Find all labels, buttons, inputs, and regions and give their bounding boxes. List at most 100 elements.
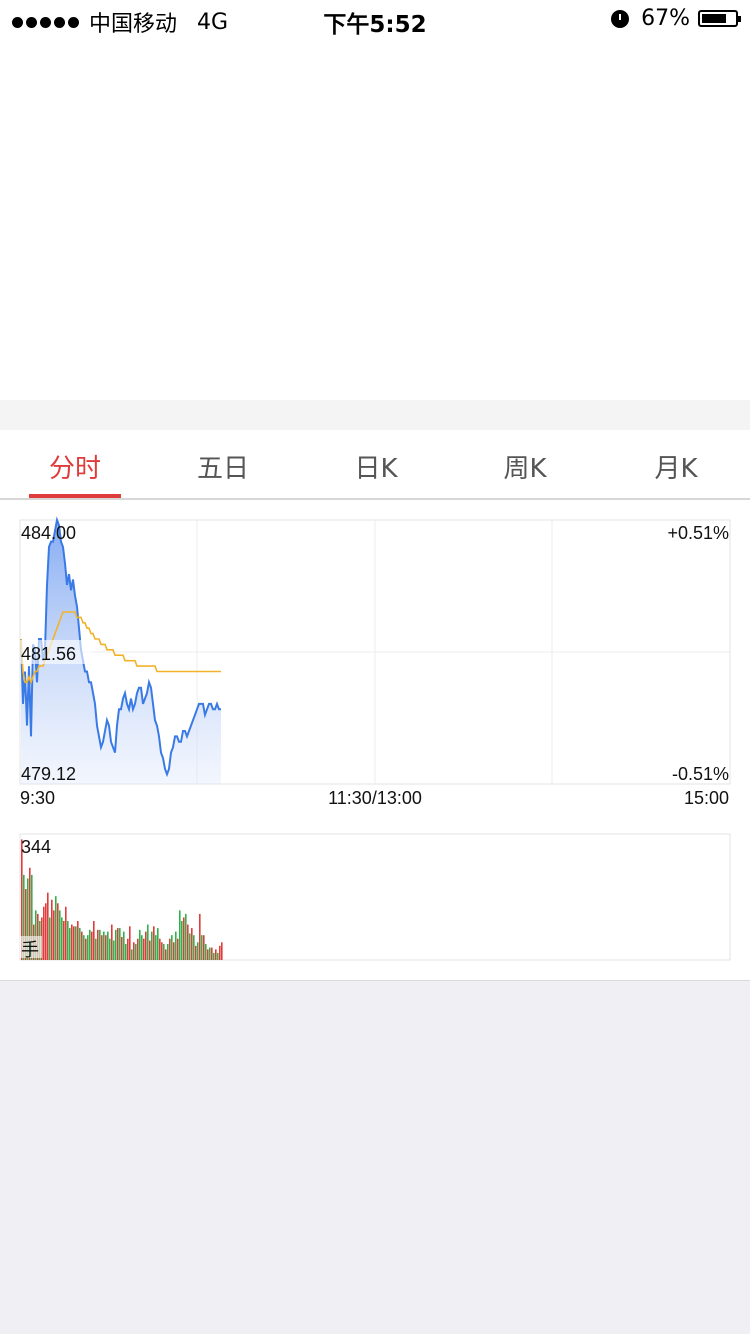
volume-bar [139,929,141,960]
volume-bar [129,926,131,960]
volume-bar [147,924,149,960]
blank-content-area [0,40,750,400]
section-divider [0,400,750,430]
status-bar: 中国移动 4G 下午5:52 67% [0,0,750,40]
tab-five-day[interactable]: 五日 [196,454,249,484]
volume-bar [193,935,195,960]
y-min-label: 479.12 [21,764,76,784]
network-type: 4G [197,9,229,35]
volume-bar [189,933,191,960]
status-right: 67% [611,6,741,31]
alarm-icon [611,9,630,28]
volume-bar [215,949,217,960]
volume-bar [177,938,179,960]
volume-bar [77,920,79,960]
volume-bar [221,942,223,960]
volume-bar [123,931,125,960]
volume-bar [99,929,101,960]
tab-weekly-k[interactable]: 周K [503,454,547,484]
volume-bar [21,839,23,960]
volume-bar [49,917,51,960]
volume-bar [181,920,183,960]
volume-bar [159,938,161,960]
volume-bar [109,938,111,960]
volume-bar [29,867,31,960]
volume-bar [97,929,99,960]
chart-tab-bar: 分时 五日 日K 周K 月K [0,430,750,500]
volume-bar [83,935,85,960]
volume-bar [203,935,205,960]
volume-bar [167,944,169,960]
volume-bar [87,935,89,960]
active-tab-indicator [29,494,121,498]
volume-bar [63,920,65,960]
volume-unit-label: 手 [21,940,39,960]
volume-bar [149,940,151,960]
volume-bar [141,935,143,960]
volume-bar [67,920,69,960]
volume-bar [137,938,139,960]
volume-bar [57,903,59,960]
volume-bar [91,931,93,960]
price-area-fill [21,520,221,784]
volume-bar [31,874,33,960]
volume-bar [213,952,215,960]
tab-intraday[interactable]: 分时 [48,454,101,484]
intraday-chart-svg[interactable]: 484.00 481.56 479.12 +0.51% -0.51% 9:30 … [0,500,750,980]
volume-bar [111,924,113,960]
volume-bar [103,931,105,960]
volume-bar [45,903,47,960]
volume-bar [197,942,199,960]
status-time: 下午5:52 [323,12,427,38]
pct-max-label: +0.51% [667,523,729,543]
volume-bar [71,924,73,960]
volume-bar [115,929,117,960]
volume-bar [169,938,171,960]
x-label-close: 15:00 [684,788,729,808]
volume-bar [73,926,75,960]
volume-bar [117,928,119,960]
volume-bar [209,947,211,960]
volume-bar [191,928,193,960]
volume-bar [43,906,45,960]
average-price-line [20,611,221,685]
status-left: 中国移动 4G [12,6,228,38]
volume-bar [47,892,49,960]
volume-bar [107,931,109,960]
volume-bar [27,878,29,960]
volume-bar [165,949,167,960]
volume-bar [59,910,61,960]
volume-bar [219,945,221,960]
volume-bar [157,928,159,960]
x-label-midday: 11:30/13:00 [328,788,422,808]
volume-bar [183,917,185,960]
volume-bar [171,935,173,960]
volume-bar [207,949,209,960]
volume-bar [153,926,155,960]
volume-bar [95,938,97,960]
volume-bar [131,949,133,960]
volume-bar [143,938,145,960]
volume-bar [173,942,175,960]
tab-monthly-k[interactable]: 月K [654,454,698,484]
volume-bar [127,938,129,960]
volume-bar [85,938,87,960]
price-line [20,516,221,778]
y-mid-label: 481.56 [21,644,76,664]
volume-bars [21,839,223,960]
volume-bar [35,910,37,960]
volume-bar [79,928,81,960]
volume-bar [23,874,25,960]
volume-bar [205,944,207,960]
volume-bar [145,931,147,960]
volume-bar [133,942,135,960]
volume-bar [55,896,57,960]
battery-icon [698,10,741,27]
volume-bar [105,935,107,960]
carrier-name: 中国移动 [89,12,178,37]
volume-bar [199,913,201,960]
tab-daily-k[interactable]: 日K [354,454,398,484]
volume-bar [65,906,67,960]
volume-bar [113,940,115,960]
volume-bar [163,944,165,960]
